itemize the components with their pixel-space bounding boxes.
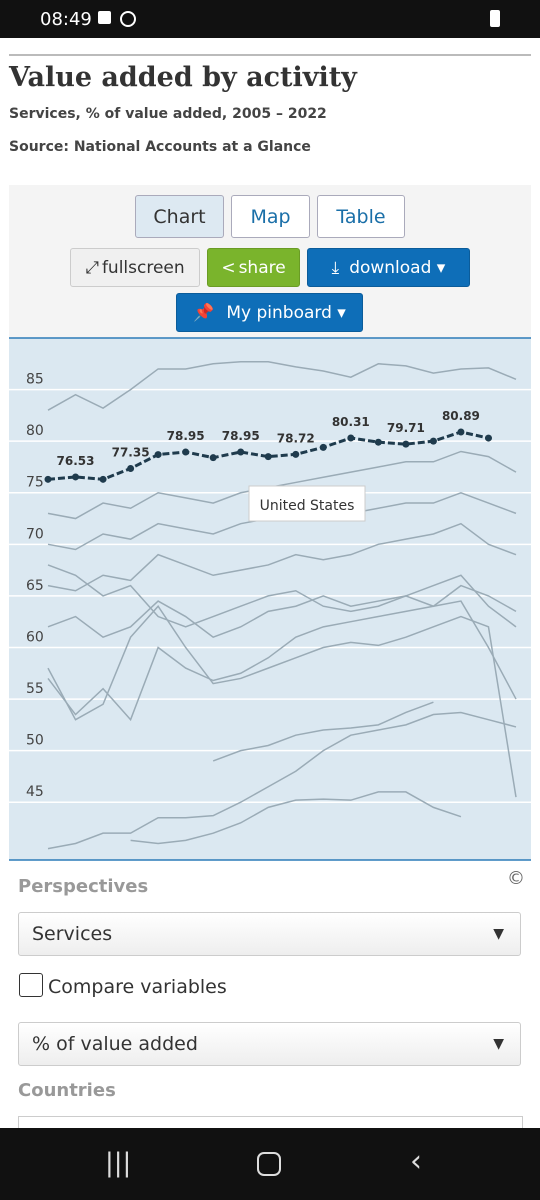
point [209, 454, 217, 462]
data-label: 79.71 [387, 421, 425, 435]
data-label: 80.31 [332, 415, 370, 429]
icon: ⤓ [331, 257, 340, 278]
icon [120, 11, 136, 27]
series-line [47, 360, 517, 411]
y-tick-label: 80 [26, 423, 44, 439]
nav-bar: ||| ‹ [0, 1128, 540, 1200]
label: My pinboard ▾ [226, 302, 346, 323]
label: share [238, 257, 286, 278]
series-line [47, 574, 517, 639]
point [292, 450, 300, 458]
label: download ▾ [349, 257, 446, 278]
clock: 08:49 [40, 9, 92, 30]
point [347, 434, 355, 442]
rule [9, 54, 531, 56]
data-label: 80.89 [442, 409, 480, 423]
series-line [47, 522, 517, 592]
source: Source: National Accounts at a Glance [9, 139, 311, 155]
measure-select[interactable]: % of value added [18, 1022, 521, 1066]
icon: 📌 [193, 302, 215, 323]
home-button[interactable] [257, 1152, 281, 1176]
point [374, 438, 382, 446]
icon: ⤢ [85, 257, 99, 278]
point [457, 428, 465, 436]
series-line [130, 791, 462, 845]
point [484, 434, 492, 442]
y-tick-label: 75 [26, 475, 44, 491]
label: fullscreen [101, 257, 185, 278]
y-tick-label: 65 [26, 578, 44, 594]
y-tick-label: 45 [26, 784, 44, 800]
y-tick-label: 60 [26, 629, 44, 645]
data-label: 78.72 [277, 431, 315, 445]
point [264, 453, 272, 461]
tooltip: United States [260, 498, 355, 514]
tab[interactable]: Chart [135, 195, 224, 238]
status-bar: 08:49 [0, 0, 540, 38]
series-line [47, 564, 517, 628]
share-button[interactable]: < share [207, 248, 300, 287]
data-label: 77.35 [112, 446, 150, 460]
series-line [47, 450, 517, 520]
subtitle: Services, % of value added, 2005 – 2022 [9, 106, 327, 122]
point [182, 448, 190, 456]
icon [98, 11, 111, 24]
perspective-select[interactable]: Services [18, 912, 521, 956]
point [319, 443, 327, 451]
tab[interactable]: Map [231, 195, 310, 238]
series-line [212, 701, 434, 762]
point [99, 475, 107, 483]
title: Value added by activity [9, 62, 357, 93]
y-tick-label: 70 [26, 526, 44, 542]
checkbox[interactable] [19, 973, 43, 997]
chart: 45 50 55 60 65 70 75 80 85 76.53 77.35 78.95 78.95 78… [9, 337, 531, 861]
series-line [47, 604, 517, 798]
series-line [47, 600, 517, 722]
point [72, 473, 80, 481]
y-tick-label: 50 [26, 733, 44, 749]
point [44, 475, 52, 483]
checkbox-label: Compare variables [48, 976, 227, 998]
icon: < [221, 257, 236, 278]
section-label: Countries [18, 1080, 116, 1101]
y-tick-label: 85 [26, 372, 44, 388]
data-label: 78.95 [167, 429, 205, 443]
section-label: Perspectives [18, 876, 149, 897]
point [237, 448, 245, 456]
battery [490, 10, 500, 27]
series-line [47, 711, 517, 850]
highlight-line [47, 430, 489, 481]
copyright: © [507, 868, 525, 889]
recents-button[interactable]: ||| [105, 1148, 132, 1178]
tab[interactable]: Table [317, 195, 405, 238]
pinboard-button[interactable]: 📌 My pinboard ▾ [176, 293, 363, 332]
fullscreen-button[interactable]: ⤢ fullscreen [70, 248, 200, 287]
download-button[interactable]: ⤓ download ▾ [307, 248, 470, 287]
back-button[interactable]: ‹ [410, 1144, 422, 1179]
point [402, 440, 410, 448]
data-label: 76.53 [57, 454, 95, 468]
point [429, 437, 437, 445]
data-label: 78.95 [222, 429, 260, 443]
y-tick-label: 55 [26, 681, 44, 697]
tooltip-box [248, 485, 366, 522]
point [154, 451, 162, 459]
point [127, 465, 135, 472]
